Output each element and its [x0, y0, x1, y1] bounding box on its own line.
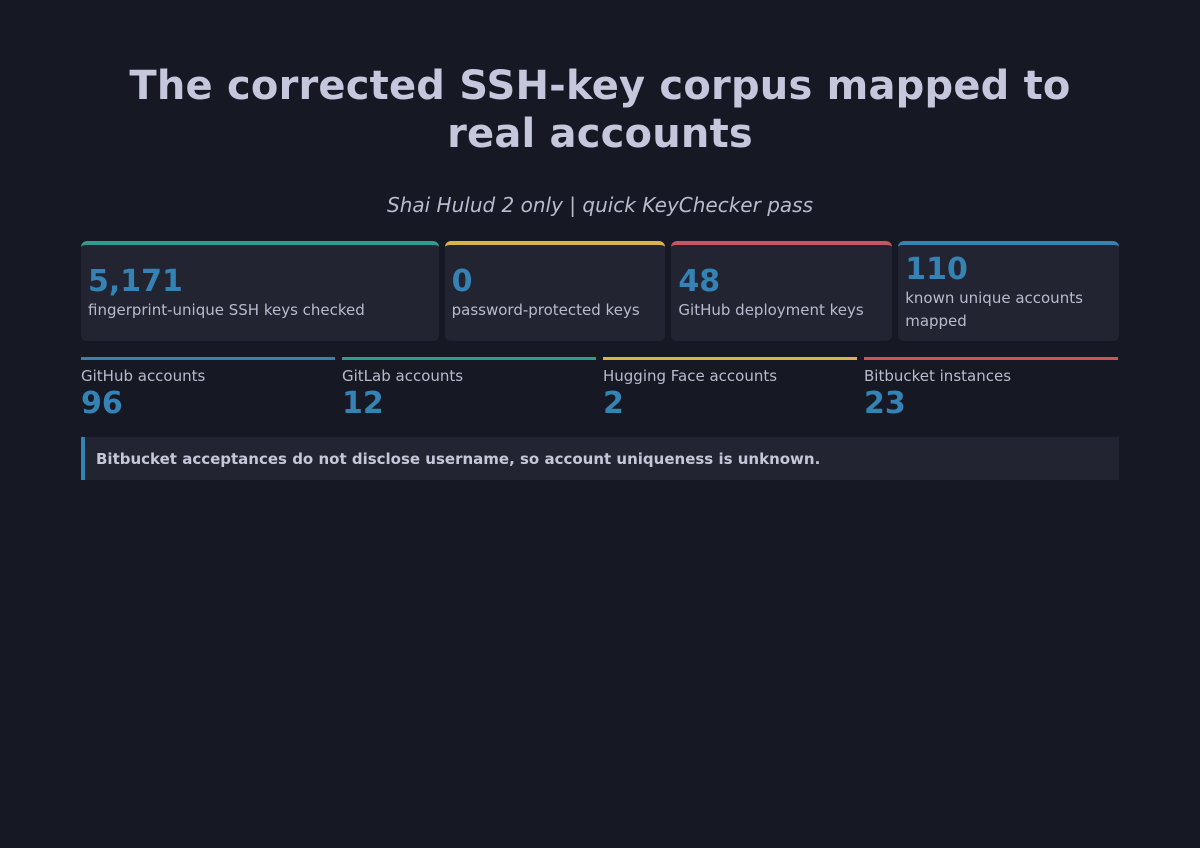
card-value: 0 [451, 263, 473, 299]
card-password-protected-keys: 0 password-protected keys [444, 241, 666, 341]
metric-github-accounts: GitHub accounts 96 [81, 357, 335, 421]
card-label: password-protected keys [451, 300, 640, 319]
card-github-deployment-keys: 48 GitHub deployment keys [671, 241, 893, 341]
card-unique-accounts-mapped: 110 known unique accounts mapped [898, 241, 1119, 341]
metric-value: 96 [81, 386, 123, 421]
footnote-callout: Bitbucket acceptances do not disclose us… [81, 437, 1119, 480]
metric-label: Bitbucket instances [864, 367, 1012, 385]
metric-value: 23 [864, 386, 906, 421]
metric-label: GitLab accounts [342, 367, 464, 385]
metric-gitlab-accounts: GitLab accounts 12 [342, 357, 596, 421]
card-value: 5,171 [88, 263, 183, 299]
metric-value: 12 [342, 386, 384, 421]
platform-metrics: GitHub accounts 96 GitLab accounts 12 Hu… [81, 357, 1119, 421]
metric-label: GitHub accounts [81, 367, 206, 385]
card-label: known unique accounts mapped [905, 289, 1083, 330]
card-value: 110 [905, 252, 968, 287]
card-value: 48 [678, 263, 721, 299]
summary-cards: 5,171 fingerprint-unique SSH keys checke… [81, 241, 1119, 341]
page-subtitle: Shai Hulud 2 only | quick KeyChecker pas… [387, 193, 813, 217]
page-title: The corrected SSH-key corpus mapped to r… [129, 63, 1071, 157]
metric-label: Hugging Face accounts [603, 367, 778, 385]
card-label: GitHub deployment keys [678, 300, 864, 319]
card-label: fingerprint-unique SSH keys checked [88, 300, 365, 319]
metric-value: 2 [603, 386, 624, 421]
card-ssh-keys-checked: 5,171 fingerprint-unique SSH keys checke… [81, 241, 439, 341]
metric-bitbucket-instances: Bitbucket instances 23 [864, 357, 1118, 421]
metric-huggingface-accounts: Hugging Face accounts 2 [603, 357, 857, 421]
